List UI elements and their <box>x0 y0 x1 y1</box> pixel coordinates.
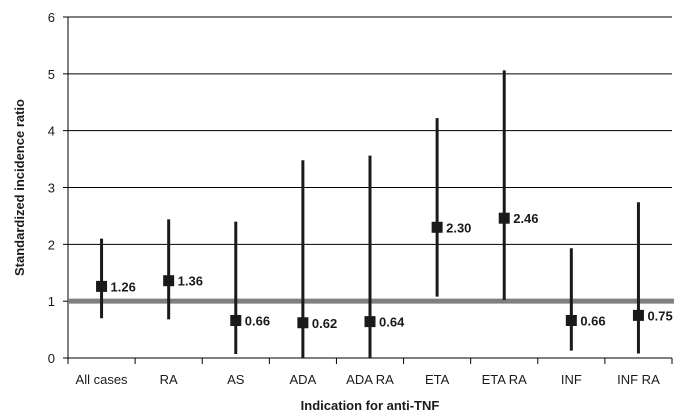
x-tick-label: RA <box>160 372 178 387</box>
data-label: 1.26 <box>111 279 136 294</box>
x-tick-label: ETA RA <box>482 372 528 387</box>
data-label: 0.62 <box>312 316 337 331</box>
data-label: 0.64 <box>379 315 405 330</box>
x-tick-label: ADA <box>290 372 317 387</box>
y-tick-label: 0 <box>48 351 55 366</box>
data-label: 0.66 <box>245 313 270 328</box>
x-tick-label: INF <box>561 372 582 387</box>
data-point <box>498 212 510 224</box>
confidence-intervals <box>100 70 640 358</box>
data-point <box>565 314 577 326</box>
data-label: 2.30 <box>446 220 471 235</box>
x-tick-labels: All cases RA AS ADA ADA RA ETA ETA RA INF INF RA <box>76 372 661 387</box>
data-point <box>431 221 443 233</box>
data-label: 2.46 <box>513 211 538 226</box>
data-label: 0.66 <box>580 313 605 328</box>
x-tick-label: AS <box>227 372 245 387</box>
y-tick-label: 4 <box>48 124 55 139</box>
data-point <box>163 275 175 287</box>
x-tick-label: ADA RA <box>346 372 394 387</box>
data-label: 0.75 <box>647 308 672 323</box>
data-point <box>230 314 242 326</box>
x-tick-label: INF RA <box>617 372 660 387</box>
x-axis-ticks <box>67 358 673 364</box>
data-point <box>364 316 376 328</box>
y-tick-label: 1 <box>48 294 55 309</box>
data-label: 1.36 <box>178 274 203 289</box>
y-tick-label: 5 <box>48 67 55 82</box>
y-tick-label: 6 <box>48 10 55 25</box>
y-tick-labels: 0 1 2 3 4 5 6 <box>48 10 55 366</box>
data-point <box>96 280 108 292</box>
x-tick-label: All cases <box>76 372 129 387</box>
x-axis-title: Indication for anti-TNF <box>301 398 440 413</box>
point-markers <box>96 212 644 329</box>
data-point <box>632 309 644 321</box>
y-tick-label: 3 <box>48 181 55 196</box>
y-axis-title: Standardized incidence ratio <box>12 99 27 276</box>
gridlines <box>63 16 672 359</box>
data-labels: 1.26 1.36 0.66 0.62 0.64 2.30 2.46 0.66 0.75 <box>111 211 673 331</box>
x-tick-label: ETA <box>425 372 450 387</box>
y-tick-label: 2 <box>48 237 55 252</box>
data-point <box>297 317 309 329</box>
